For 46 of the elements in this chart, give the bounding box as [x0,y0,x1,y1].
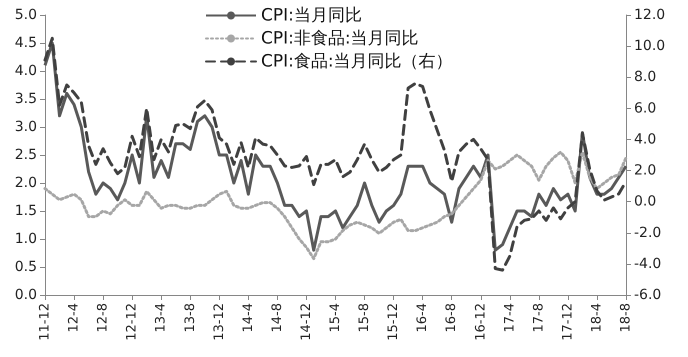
y-tick-label: 4.5 [14,35,37,51]
y2-tick-label: 2.0 [634,162,656,179]
line-series [44,150,628,260]
y2-tick-label: -6.0 [634,287,662,303]
y-tick-label: 1.5 [14,203,37,219]
x-tick-label: 17-12 [560,303,576,341]
legend-label: CPI:当月同比 [261,6,362,26]
x-tick-label: 16-12 [473,303,488,341]
x-tick-label: 13-12 [212,303,227,341]
x-tick-label: 14-12 [298,303,314,341]
y-tick-label: 0.5 [14,259,37,275]
y2-tick-label: -2.0 [634,224,662,241]
y2-tick-label: 0.0 [634,194,656,210]
x-tick-label: 16-4 [415,303,430,333]
y2-tick-label: 4.0 [634,131,656,148]
x-tick-label: 18-8 [618,303,634,333]
x-tick-label: 11-12 [38,303,52,341]
y2-tick-label: -4.0 [634,256,662,272]
legend-label: CPI:非食品:当月同比 [261,28,419,48]
x-tick-label: 18-4 [589,303,604,333]
y-tick-label: 1.0 [14,231,37,247]
x-tick-label: 13-8 [182,303,198,333]
x-tick-label: 12-12 [124,303,140,341]
x-tick-label: 12-8 [96,303,111,333]
x-tick-label: 14-8 [270,303,285,333]
y-tick-label: 2.0 [14,175,37,191]
x-tick-label: 17-8 [531,303,546,333]
y-tick-label: 2.5 [14,147,37,163]
x-tick-label: 15-4 [328,303,343,333]
y2-tick-label: 6.0 [634,100,656,116]
y-tick-label: 4.0 [14,63,37,79]
x-tick-label: 17-4 [502,303,518,333]
y2-tick-label: 10.0 [634,38,666,54]
y-tick-label: 3.0 [14,119,37,135]
x-tick-label: 16-8 [444,303,460,333]
x-tick-label: 13-4 [154,303,169,333]
y2-tick-label: 12.0 [634,7,666,23]
x-tick-label: 14-4 [240,303,256,333]
x-tick-label: 15-12 [386,303,402,341]
x-tick-label: 15-8 [357,303,372,333]
y2-tick-label: 8.0 [634,69,656,86]
x-tick-label: 12-4 [66,303,82,333]
legend-label: CPI:食品:当月同比（右） [261,52,453,72]
y-tick-label: 0.0 [14,287,37,303]
y-tick-label: 3.5 [14,91,37,107]
y-tick-label: 5.0 [14,7,37,23]
